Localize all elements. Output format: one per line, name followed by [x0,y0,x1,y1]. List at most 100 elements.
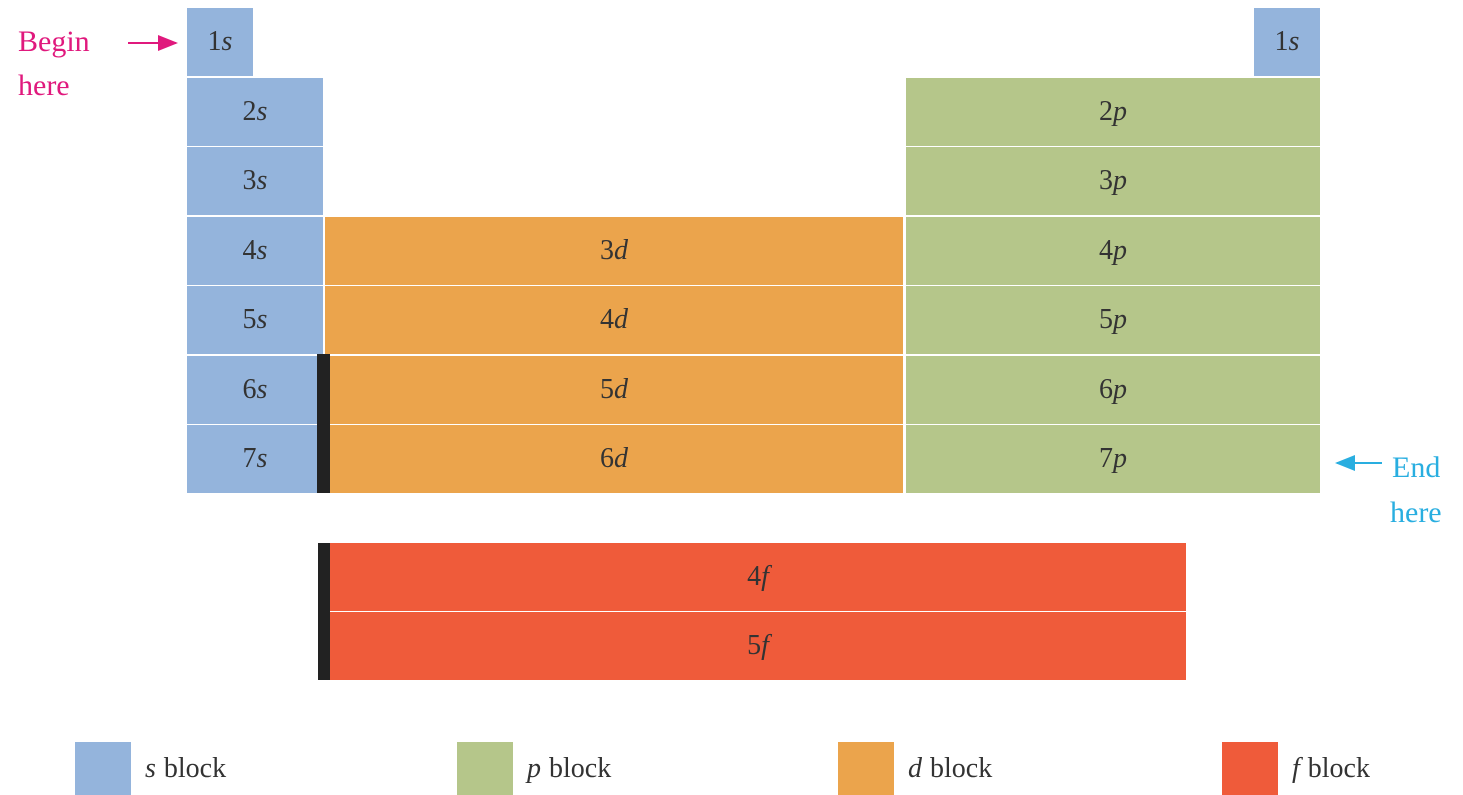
orbital-label: 6d [600,443,629,474]
legend-swatch [1222,742,1278,795]
orbital-cell [906,356,1320,424]
orbital-sub: s [257,374,268,405]
orbital-shell: 6 [1099,374,1113,405]
orbital-sub: f [761,630,772,661]
orbital-cell [325,286,903,354]
legend-letter: f [1292,753,1303,784]
orbital-cell [906,217,1320,285]
orbital-shell: 4 [243,235,257,266]
orbital-label: 4p [1099,235,1127,266]
orbital-label: 5s [243,304,268,335]
start-label: Begin [18,25,90,58]
orbital-cell [187,286,323,354]
orbital-shell: 3 [1099,165,1113,196]
orbital-shell: 2 [1099,96,1113,127]
orbital-label: 5d [600,374,629,405]
legend-swatch [457,742,513,795]
orbital-label: 5f [747,630,772,661]
orbital-label: 2s [243,96,268,127]
orbital-shell: 7 [243,443,257,474]
orbital-cell [187,78,323,146]
orbital-sub: s [257,235,268,266]
orbital-shell: 4 [600,304,614,335]
orbital-cell [187,356,323,424]
legend-text: block [164,753,226,784]
orbital-cell [325,356,903,424]
legend-swatch [75,742,131,795]
start-label: here [18,69,70,102]
orbital-cell [187,425,323,493]
orbital-cell [330,543,1186,611]
orbital-shell: 7 [1099,443,1113,474]
orbital-sub: p [1111,443,1127,474]
orbital-cell [330,612,1186,680]
orbital-shell: 4 [747,561,761,592]
orbital-shell: 6 [243,374,257,405]
orbital-shell: 5 [600,374,614,405]
orbital-shell: 3 [600,235,614,266]
orbital-shell: 5 [243,304,257,335]
orbital-label: 1s [1275,26,1300,57]
orbital-sub: p [1111,96,1127,127]
orbital-sub: d [614,304,629,335]
orbital-label: 4f [747,561,772,592]
orbital-cell [906,78,1320,146]
legend-letter: d [908,753,923,784]
orbital-sub: s [257,96,268,127]
orbital-shell: 5 [1099,304,1113,335]
orbital-cell [187,147,323,215]
orbital-label: 5p [1099,304,1127,335]
orbital-label: 4d [600,304,629,335]
orbital-shell: 1 [208,26,222,57]
orbital-shell: 5 [747,630,761,661]
orbital-label: 4s [243,235,268,266]
orbital-shell: 4 [1099,235,1113,266]
orbital-label: 1s [208,26,233,57]
orbital-sub: d [614,235,629,266]
end-label: End [1392,451,1440,484]
orbital-sub: p [1111,304,1127,335]
orbital-sub: p [1111,165,1127,196]
orbital-cell [187,8,253,76]
orbital-sub: d [614,374,629,405]
orbital-sub: s [257,165,268,196]
orbital-cell [906,286,1320,354]
legend-swatch [838,742,894,795]
orbital-label: 6s [243,374,268,405]
legend-label: p block [525,753,611,784]
orbital-label: 3p [1099,165,1127,196]
orbital-shell: 6 [600,443,614,474]
orbital-cell [187,217,323,285]
orbital-cell [906,425,1320,493]
legend-label: d block [908,753,992,784]
orbital-label: 3s [243,165,268,196]
orbital-cell [1254,8,1320,76]
orbital-label: 7s [243,443,268,474]
orbital-sub: d [614,443,629,474]
orbital-shell: 2 [243,96,257,127]
legend-label: s block [145,753,226,784]
orbital-sub: s [257,443,268,474]
orbital-label: 6p [1099,374,1127,405]
orbital-label: 2p [1099,96,1127,127]
legend-text: block [549,753,611,784]
orbital-sub: f [761,561,772,592]
orbital-sub: p [1111,235,1127,266]
divider-bar [317,354,330,493]
divider-bar [318,543,330,680]
orbital-cell [906,147,1320,215]
end-label: here [1390,496,1442,529]
legend-letter: s [145,753,156,784]
orbital-shell: 1 [1275,26,1289,57]
orbital-sub: s [1289,26,1300,57]
orbital-sub: s [222,26,233,57]
orbital-label: 3d [600,235,629,266]
legend-label: f block [1292,753,1370,784]
orbital-sub: s [257,304,268,335]
orbital-cell [325,217,903,285]
legend-text: block [930,753,992,784]
orbital-cell [325,425,903,493]
orbital-sub: p [1111,374,1127,405]
legend-text: block [1308,753,1370,784]
